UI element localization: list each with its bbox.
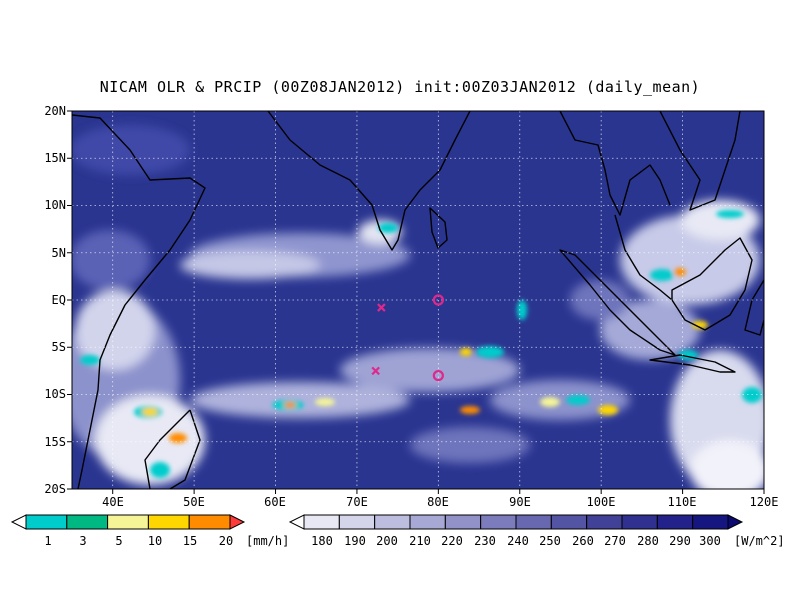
olr-swatch	[692, 514, 729, 530]
lat-label-15n: 15N	[44, 151, 66, 165]
lon-labels: 40E 50E 60E 70E 80E 90E 100E 110E 120E	[102, 495, 778, 509]
olr-label-260: 260	[572, 534, 594, 548]
lat-label-5n: 5N	[52, 246, 66, 260]
olr-unit: [W/m^2]	[734, 534, 785, 548]
olr-label-300: 300	[699, 534, 721, 548]
precip-swatch	[147, 514, 190, 530]
olr-swatch	[338, 514, 376, 530]
lat-label-10n: 10N	[44, 198, 66, 212]
lon-label-60e: 60E	[264, 495, 286, 509]
olr-label-280: 280	[637, 534, 659, 548]
olr-label-240: 240	[507, 534, 529, 548]
plot-area	[67, 110, 765, 494]
x-marker	[371, 366, 380, 376]
olr-swatch	[621, 514, 658, 530]
olr-label-210: 210	[409, 534, 431, 548]
axis-ticks	[67, 110, 765, 494]
lon-label-120e: 120E	[750, 495, 779, 509]
olr-colorbar-swatches	[288, 514, 744, 530]
gridlines	[72, 111, 764, 489]
olr-label-250: 250	[539, 534, 561, 548]
olr-label-190: 190	[344, 534, 366, 548]
olr-cloud-field	[72, 125, 764, 489]
precip-label-20: 20	[219, 534, 233, 548]
lon-label-40e: 40E	[102, 495, 124, 509]
circle-marker	[432, 370, 444, 382]
precip-swatch	[25, 514, 68, 530]
olr-label-200: 200	[376, 534, 398, 548]
precip-label-1: 1	[44, 534, 51, 548]
lat-label-20n: 20N	[44, 104, 66, 118]
precip-label-10: 10	[148, 534, 162, 548]
olr-swatch	[515, 514, 552, 530]
lat-label-20s: 20S	[44, 482, 66, 496]
lat-label-5s: 5S	[52, 340, 66, 354]
olr-swatch-high	[727, 514, 744, 530]
lon-label-80e: 80E	[427, 495, 449, 509]
precip-field	[80, 210, 762, 478]
olr-swatch	[586, 514, 623, 530]
lat-label-eq: EQ	[52, 293, 66, 307]
olr-label-290: 290	[669, 534, 691, 548]
olr-swatch	[656, 514, 694, 530]
coastlines	[72, 111, 764, 489]
lon-label-50e: 50E	[183, 495, 205, 509]
lat-label-15s: 15S	[44, 435, 66, 449]
olr-swatch	[409, 514, 446, 530]
precip-label-3: 3	[79, 534, 86, 548]
precip-unit: [mm/h]	[246, 534, 289, 548]
olr-swatch	[374, 514, 411, 530]
olr-swatch	[550, 514, 588, 530]
olr-label-270: 270	[604, 534, 626, 548]
precip-swatch-high	[229, 514, 246, 530]
precip-label-5: 5	[115, 534, 122, 548]
olr-swatch	[480, 514, 517, 530]
precip-swatch	[66, 514, 109, 530]
olr-swatch-low	[288, 514, 305, 530]
precip-colorbar: 1 3 5 10 15 20 [mm/h]	[10, 514, 289, 548]
precip-colorbar-swatches	[10, 514, 246, 530]
lon-label-100e: 100E	[587, 495, 616, 509]
precip-swatch-low	[10, 514, 27, 530]
olr-label-180: 180	[311, 534, 333, 548]
precip-swatch	[188, 514, 231, 530]
olr-swatch	[303, 514, 340, 530]
precip-label-15: 15	[183, 534, 197, 548]
lon-label-90e: 90E	[509, 495, 531, 509]
x-marker	[377, 303, 386, 312]
lon-label-70e: 70E	[346, 495, 368, 509]
olr-label-220: 220	[441, 534, 463, 548]
olr-colorbar: 180 190 200 210 220 230 240 250 260 270 …	[288, 514, 785, 548]
circle-marker	[432, 294, 444, 306]
storm-markers	[371, 294, 444, 382]
lat-label-10s: 10S	[44, 387, 66, 401]
lon-label-110e: 110E	[668, 495, 697, 509]
olr-swatch	[444, 514, 482, 530]
olr-label-230: 230	[474, 534, 496, 548]
map-title: NICAM OLR & PRCIP (00Z08JAN2012) init:00…	[99, 78, 701, 96]
lat-labels: 20N 15N 10N 5N EQ 5S 10S 15S 20S	[44, 104, 66, 496]
precip-swatch	[107, 514, 149, 530]
